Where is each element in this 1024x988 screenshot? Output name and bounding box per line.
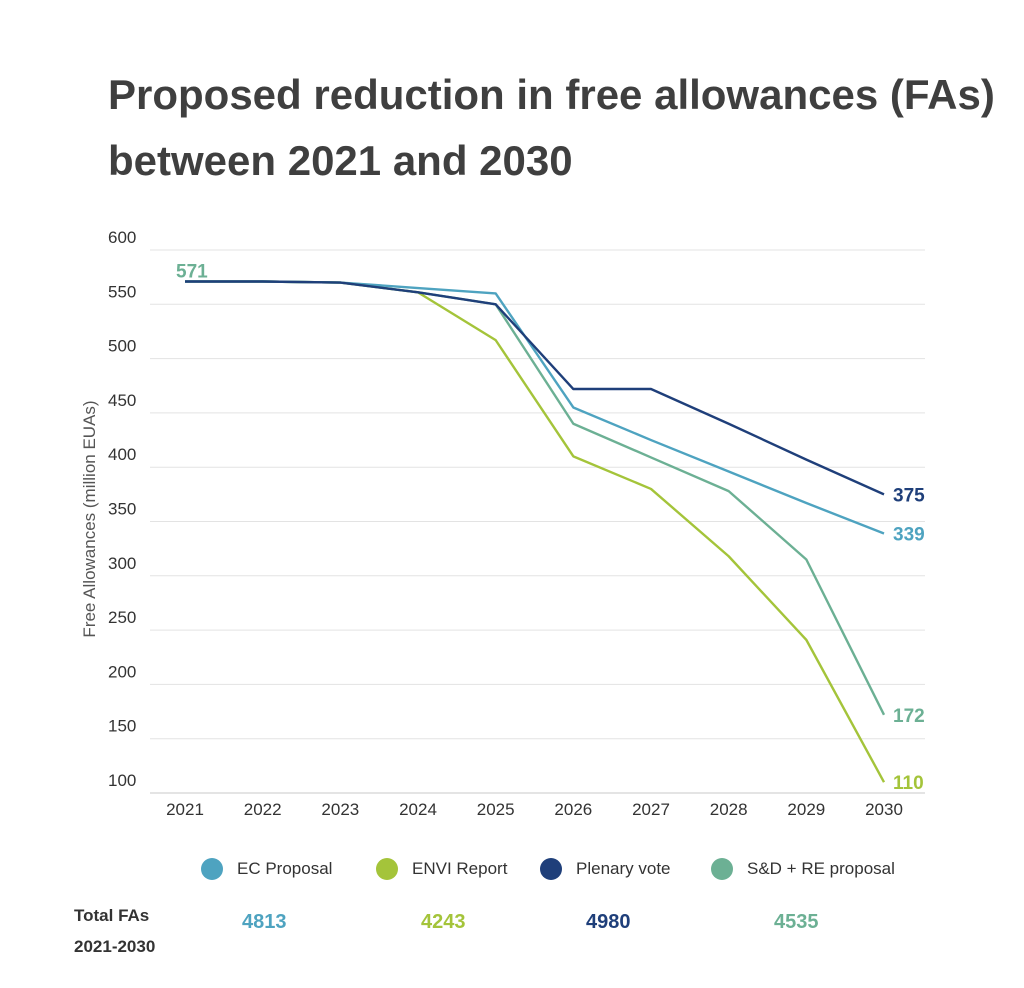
x-tick-label-2022: 2022	[244, 800, 282, 819]
gridlines	[150, 249, 925, 794]
y-axis-ticks: 100 150 200 250 300 350 400 450 500 550 600	[108, 228, 136, 790]
chart-title-line-2: between 2021 and 2030	[108, 137, 573, 184]
y-tick-label-550: 550	[108, 282, 136, 301]
legend-label: Plenary vote	[576, 859, 671, 878]
y-tick-label-100: 100	[108, 771, 136, 790]
x-tick-label-2026: 2026	[554, 800, 592, 819]
x-tick-label-2025: 2025	[477, 800, 515, 819]
total-plenary-vote: 4980	[586, 911, 631, 933]
total-sd-re-proposal: 4535	[774, 911, 819, 933]
y-tick-label-350: 350	[108, 500, 136, 519]
y-tick-label-450: 450	[108, 391, 136, 410]
end-label-ec-proposal: 339	[893, 524, 925, 545]
legend-swatch-icon	[376, 858, 398, 880]
series-lines	[185, 280, 886, 783]
data-labels: 110 339 172 375 571	[176, 261, 925, 794]
y-tick-label-250: 250	[108, 608, 136, 627]
y-tick-label-150: 150	[108, 717, 136, 736]
legend-item-sd-re-proposal: S&D + RE proposal	[711, 858, 895, 880]
y-tick-label-400: 400	[108, 445, 136, 464]
legend-label: ENVI Report	[412, 859, 508, 878]
series-line-envi-report	[185, 280, 886, 783]
legend-item-plenary-vote: Plenary vote	[540, 858, 671, 880]
legend-label: S&D + RE proposal	[747, 859, 895, 878]
y-axis-label: Free Allowances (million EUAs)	[80, 400, 99, 637]
x-tick-label-2024: 2024	[399, 800, 437, 819]
total-envi-report: 4243	[421, 911, 466, 933]
x-tick-label-2023: 2023	[321, 800, 359, 819]
y-tick-label-300: 300	[108, 554, 136, 573]
x-tick-label-2021: 2021	[166, 800, 204, 819]
totals-label: Total FAs 2021-2030	[74, 900, 155, 962]
x-axis-ticks: 2021 2022 2023 2024 2025 2026 2027 2028 2029 2030	[166, 800, 903, 819]
totals-label-line-2: 2021-2030	[74, 937, 156, 956]
x-tick-label-2027: 2027	[632, 800, 670, 819]
end-label-s-d-re-proposal: 172	[893, 706, 925, 727]
legend-swatch-icon	[711, 858, 733, 880]
x-tick-label-2030: 2030	[865, 800, 903, 819]
totals-label-line-1: Total FAs	[74, 906, 150, 925]
y-tick-label-500: 500	[108, 337, 136, 356]
end-label-envi-report: 110	[893, 773, 924, 794]
y-tick-label-600: 600	[108, 228, 136, 247]
x-tick-label-2029: 2029	[787, 800, 825, 819]
legend-label: EC Proposal	[237, 859, 333, 878]
legend-swatch-icon	[540, 858, 562, 880]
x-tick-label-2028: 2028	[710, 800, 748, 819]
end-label-plenary-vote: 375	[893, 485, 925, 506]
chart-title-line-1: Proposed reduction in free allowances (F…	[108, 71, 995, 118]
y-tick-label-200: 200	[108, 662, 136, 681]
series-line-plenary-vote	[185, 280, 885, 496]
legend-item-ec-proposal: EC Proposal	[201, 858, 332, 880]
chart-title: Proposed reduction in free allowances (F…	[108, 62, 1018, 194]
legend-swatch-icon	[201, 858, 223, 880]
total-ec-proposal: 4813	[242, 911, 287, 933]
start-label-2021: 571	[176, 261, 208, 282]
series-line-ec-proposal	[185, 280, 885, 535]
legend-item-envi-report: ENVI Report	[376, 858, 507, 880]
